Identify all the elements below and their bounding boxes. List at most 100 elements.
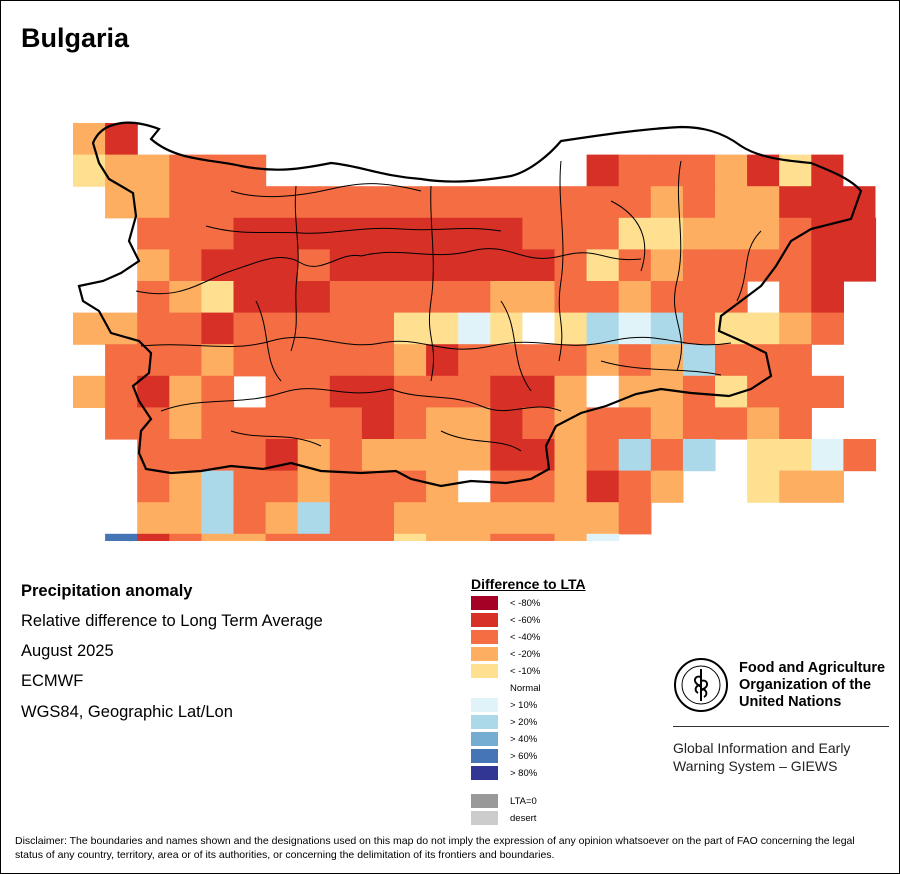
grid-cell (650, 344, 684, 377)
legend-swatch (471, 681, 498, 695)
fao-name: Food and Agriculture Organization of the… (739, 660, 885, 711)
grid-cell (811, 249, 844, 282)
grid-cell (361, 344, 395, 377)
grid-cell (586, 154, 620, 187)
grid-cell (650, 154, 684, 187)
grid-cell (586, 281, 620, 314)
grid-cell (779, 407, 812, 440)
grid-cell (105, 344, 138, 377)
legend-label: > 10% (510, 699, 538, 711)
grid-cell (843, 249, 877, 282)
grid-cell (490, 502, 523, 535)
grid-cell (73, 375, 106, 408)
fao-divider (673, 726, 889, 727)
grid-cell (394, 470, 427, 503)
grid-cell (715, 217, 748, 250)
grid-cell (426, 439, 459, 472)
grid-cell (297, 533, 331, 541)
grid-cell (137, 344, 170, 377)
grid-cell (361, 312, 395, 345)
grid-cell (297, 281, 331, 314)
grid-cell (779, 470, 812, 503)
grid-cell (554, 533, 588, 541)
grid-cell (105, 123, 138, 156)
grid-cell (779, 344, 812, 377)
grid-cell (554, 344, 588, 377)
grid-cell (233, 249, 267, 282)
grid-cell (137, 375, 170, 408)
legend-label: Normal (510, 682, 541, 694)
grid-cell (586, 502, 620, 535)
legend-label: desert (510, 812, 537, 824)
grid-cell (554, 312, 588, 345)
grid-cell (779, 186, 812, 219)
grid-cell (811, 375, 844, 408)
grid-cell (747, 154, 780, 187)
legend-label: > 60% (510, 750, 538, 762)
grid-cell (169, 344, 202, 377)
grid-cell (394, 533, 427, 541)
legend-item: < -20% (471, 647, 540, 661)
legend-label: < -10% (510, 665, 541, 677)
legend-item: > 10% (471, 698, 537, 712)
grid-cell (554, 154, 588, 187)
grid-cell (715, 249, 748, 282)
grid-cell (522, 502, 556, 535)
grid-cell (650, 217, 684, 250)
grid-cell (329, 407, 363, 440)
grid-cell (394, 312, 427, 345)
grid-cell (105, 154, 138, 187)
map-source: ECMWF (21, 672, 84, 690)
grid-cell (522, 533, 556, 541)
anomaly-grid (73, 123, 899, 541)
grid-cell (458, 502, 491, 535)
fao-logo-icon (674, 658, 728, 712)
grid-cell (682, 154, 716, 187)
grid-cell (490, 407, 523, 440)
legend-item: Normal (471, 681, 541, 695)
grid-cell (329, 502, 363, 535)
map-projection: WGS84, Geographic Lat/Lon (21, 703, 233, 721)
grid-cell (233, 217, 267, 250)
grid-cell (297, 470, 331, 503)
grid-cell (490, 281, 523, 314)
grid-cell (811, 439, 844, 472)
grid-cell (458, 407, 491, 440)
grid-cell (201, 281, 235, 314)
legend-swatch (471, 613, 498, 627)
grid-cell (811, 186, 844, 219)
grid-cell (586, 217, 620, 250)
legend-swatch (471, 766, 498, 780)
grid-cell (618, 502, 652, 535)
grid-cell (297, 186, 331, 219)
grid-cell (137, 186, 170, 219)
grid-cell (201, 470, 235, 503)
grid-cell (650, 249, 684, 282)
grid-cell (233, 470, 267, 503)
grid-cell (169, 407, 202, 440)
grid-cell (201, 407, 235, 440)
legend-item: < -10% (471, 664, 540, 678)
grid-cell (586, 533, 620, 541)
legend-swatch (471, 647, 498, 661)
grid-cell (458, 249, 491, 282)
grid-cell (779, 375, 812, 408)
grid-cell (554, 217, 588, 250)
grid-cell (265, 217, 299, 250)
grid-cell (650, 439, 684, 472)
grid-cell (265, 186, 299, 219)
grid-cell (682, 407, 716, 440)
grid-cell (458, 375, 491, 408)
grid-cell (329, 217, 363, 250)
grid-cell (715, 407, 748, 440)
legend-label: < -60% (510, 614, 541, 626)
grid-cell (779, 281, 812, 314)
grid-cell (586, 439, 620, 472)
fao-name-line-3: United Nations (739, 694, 842, 710)
grid-cell (490, 312, 523, 345)
legend-swatch (471, 749, 498, 763)
grid-cell (522, 470, 556, 503)
grid-cell (361, 407, 395, 440)
legend-swatch (471, 698, 498, 712)
grid-cell (297, 312, 331, 345)
